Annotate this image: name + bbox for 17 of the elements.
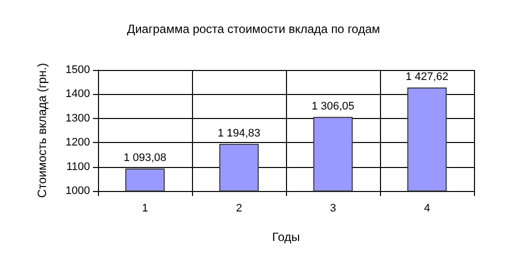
chart-title: Диаграмма роста стоимости вклада по годам [126,22,380,36]
data-label: 1 093,08 [124,152,166,164]
data-label: 1 194,83 [218,127,260,140]
x-tick-label: 1 [142,202,148,214]
y-axis-title: Стоимость вклада (грн.) [35,63,49,198]
x-tick-label: 2 [236,202,242,214]
x-axis-title: Годы [272,230,300,244]
y-tick-label: 1400 [66,88,90,100]
y-tick-label: 1100 [66,160,90,173]
data-label: 1 427,62 [406,71,448,84]
x-tick-label: 4 [424,202,430,214]
y-tick-label: 1200 [66,136,90,149]
y-tick-label: 1300 [66,112,90,124]
y-tick-label: 1000 [66,185,90,197]
y-tick-label: 1500 [66,64,90,76]
x-tick-label: 3 [330,202,336,214]
data-label: 1 306,05 [312,100,354,112]
